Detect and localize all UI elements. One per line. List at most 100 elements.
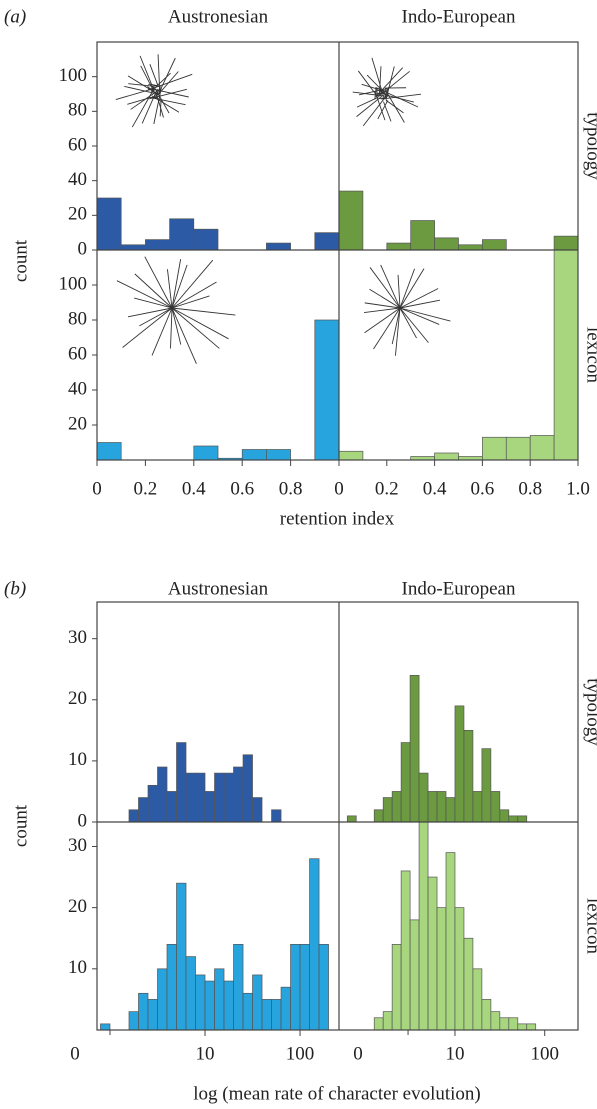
bar [382, 1011, 393, 1030]
tree-branch [399, 307, 451, 322]
bar [128, 1011, 139, 1030]
y-tick-label: 30 [68, 627, 87, 648]
bar [97, 442, 122, 460]
row-label: lexicon [583, 327, 597, 383]
tree-branch [399, 288, 439, 309]
bar [445, 852, 456, 1030]
tree-mesh [149, 83, 160, 87]
tree-mesh [385, 86, 390, 96]
bar [128, 809, 139, 822]
tree-branch [122, 307, 173, 348]
histogram [97, 319, 339, 460]
tree-branch [128, 83, 155, 87]
bar [481, 748, 492, 822]
tree-branch [140, 65, 155, 93]
bar [434, 452, 459, 460]
bar [346, 815, 357, 822]
bar [436, 791, 447, 822]
bar [482, 239, 507, 250]
bar [409, 919, 420, 1030]
x-tick-label: 1.0 [566, 478, 590, 499]
tree-branch [149, 96, 186, 106]
tree-mesh [374, 87, 377, 100]
bar [271, 999, 282, 1030]
bar [280, 986, 291, 1030]
bar [314, 319, 339, 460]
bar [261, 999, 272, 1030]
bar [391, 791, 402, 822]
tree-branch [399, 299, 440, 309]
tree-branch [366, 74, 387, 95]
panel-label: (a) [4, 6, 26, 27]
tree-branch [116, 280, 173, 309]
y-tick-label: 100 [59, 65, 88, 86]
bar [120, 244, 146, 250]
y-tick-label: 60 [68, 343, 87, 364]
plot-frame [96, 601, 579, 1031]
x-origin-label: 0 [353, 1043, 363, 1064]
bar [382, 797, 393, 822]
bar [463, 729, 474, 822]
bar [418, 772, 429, 822]
tree-branch [171, 281, 217, 309]
x-tick-label: 100 [530, 1043, 559, 1064]
histogram [339, 250, 578, 460]
y-tick-label: 40 [68, 378, 87, 399]
bar [339, 450, 364, 460]
tree-mesh [155, 86, 161, 98]
bar [410, 220, 435, 250]
bar [147, 784, 158, 822]
tree-branch [391, 307, 401, 345]
tree-branch [115, 87, 155, 100]
tree-mesh [147, 86, 159, 96]
y-axis-title: count [10, 239, 31, 282]
bar [157, 766, 168, 822]
histogram [346, 674, 528, 822]
tree-branch [171, 307, 229, 340]
bar [517, 1023, 528, 1030]
tree-branch [364, 307, 401, 334]
row-label: lexicon [583, 898, 597, 954]
bar [145, 239, 170, 250]
bar [391, 944, 402, 1030]
tree-branch [170, 307, 173, 349]
bar [271, 809, 282, 822]
bar [97, 197, 122, 250]
tree-branch [139, 307, 173, 327]
bar [266, 449, 291, 460]
tree-branch [151, 95, 180, 113]
tree-branch [363, 307, 401, 314]
tree-branch [369, 288, 401, 309]
tree-branch [159, 98, 162, 117]
tree-mesh [385, 98, 388, 103]
tree-inset [115, 54, 193, 128]
bar [242, 992, 253, 1030]
tree-branch [149, 88, 187, 100]
panel-label: (b) [4, 578, 26, 599]
bar [204, 980, 215, 1030]
x-tick-label: 10 [196, 1043, 215, 1064]
bar [169, 218, 195, 250]
x-tick-label: 0.6 [230, 478, 254, 499]
tree-branch [171, 307, 197, 364]
row-label: typology [583, 678, 597, 746]
tree-inset [116, 256, 236, 364]
bar [147, 999, 158, 1030]
x-tick-label: 0.2 [134, 478, 158, 499]
bar [463, 937, 474, 1030]
tree-branch [127, 97, 150, 105]
tree-branch [356, 97, 379, 108]
bar [176, 742, 187, 822]
tree-branch [399, 268, 416, 309]
bar [482, 436, 507, 460]
tree-branch [134, 273, 173, 309]
x-tick-label: 0.6 [471, 478, 495, 499]
bar [176, 882, 187, 1030]
tree-inset [363, 264, 451, 356]
y-tick-label: 30 [68, 835, 87, 856]
bar [499, 1017, 510, 1030]
y-tick-label: 20 [68, 413, 87, 434]
x-origin-label: 0 [70, 1043, 80, 1064]
bar [233, 944, 244, 1030]
